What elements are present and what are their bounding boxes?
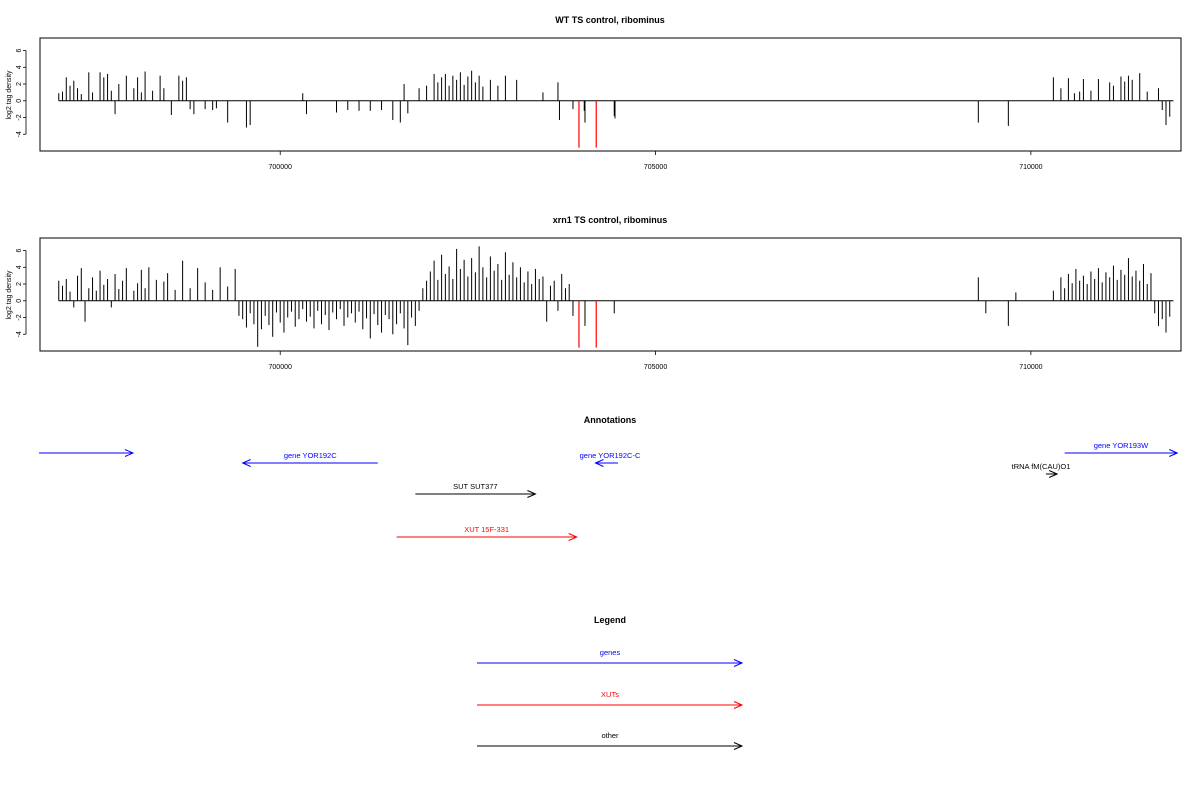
legend-entry: XUTs (477, 690, 744, 709)
x-tick-label: 710000 (1019, 364, 1042, 371)
wt-y-axis-label: log2 tag density (6, 70, 13, 120)
annotations-panel: Annotations gene YOR192C gene YOR192C-Cge… (39, 415, 1179, 541)
xrn1-y-axis-label: log2 tag density (6, 270, 13, 320)
wt-track-title: WT TS control, ribominus (555, 15, 665, 25)
x-tick-label: 710000 (1019, 164, 1042, 171)
annotation-feature: gene YOR192C-C (580, 451, 641, 467)
wt-track-panel: WT TS control, ribominus log2 tag densit… (6, 15, 1182, 171)
y-tick-label: -2 (16, 114, 23, 120)
x-tick-label: 705000 (644, 364, 667, 371)
legend-label: XUTs (601, 690, 619, 699)
annotation-label: gene YOR192C-C (580, 451, 641, 460)
y-tick-label: 2 (16, 282, 23, 286)
wt-y-axis: -4 -2 0 2 4 6 (16, 49, 27, 137)
y-tick-label: -4 (16, 331, 23, 337)
wt-x-axis: 700000 705000 710000 (269, 151, 1043, 171)
annotation-label: XUT 15F-331 (464, 525, 509, 534)
xrn1-x-axis: 700000 705000 710000 (269, 351, 1043, 371)
legend-entry: other (477, 731, 744, 750)
xrn1-track-panel: xrn1 TS control, ribominus log2 tag dens… (6, 215, 1182, 371)
annotation-arrow-arrowhead (241, 459, 251, 467)
legend-arrow-arrowhead (733, 659, 744, 667)
legend-arrow-arrowhead (733, 742, 744, 750)
annotation-arrow-arrowhead (1169, 449, 1179, 457)
xrn1-plot-frame (39, 237, 1182, 352)
legend-entry: genes (477, 648, 744, 667)
y-tick-label: -4 (16, 131, 23, 137)
y-tick-label: 0 (16, 99, 23, 103)
legend-panel: Legend genes XUTs other (477, 615, 744, 750)
annotation-label: gene YOR193W (1094, 441, 1149, 450)
y-tick-label: -2 (16, 314, 23, 320)
wt-bars (58, 70, 1174, 148)
x-tick-label: 705000 (644, 164, 667, 171)
xrn1-bars (58, 246, 1174, 348)
y-tick-label: 4 (16, 265, 23, 269)
x-tick-label: 700000 (269, 164, 292, 171)
legend-title: Legend (594, 615, 626, 625)
annotation-feature: gene YOR192C (241, 451, 378, 467)
xrn1-track-title: xrn1 TS control, ribominus (553, 215, 668, 225)
annotation-feature (39, 449, 135, 457)
legend-label: genes (600, 648, 621, 657)
x-tick-label: 700000 (269, 364, 292, 371)
wt-plot-frame (39, 37, 1182, 152)
annotation-label: gene YOR192C (284, 451, 337, 460)
annotation-arrow-arrowhead (568, 533, 578, 541)
annotation-arrow-arrowhead (1048, 470, 1059, 478)
annotation-feature: XUT 15F-331 (396, 525, 578, 541)
legend-entries: genes XUTs other (477, 648, 744, 750)
legend-label: other (601, 731, 619, 740)
y-tick-label: 0 (16, 299, 23, 303)
annotation-feature: gene YOR193W (1064, 441, 1179, 457)
legend-arrow-arrowhead (733, 701, 744, 709)
annotation-arrow-arrowhead (124, 449, 135, 457)
annotation-label: tRNA fM(CAU)O1 (1012, 462, 1071, 471)
annotations-title: Annotations (584, 415, 637, 425)
annotation-label: SUT SUT377 (453, 482, 497, 491)
annotation-feature: SUT SUT377 (415, 482, 537, 498)
y-tick-label: 2 (16, 82, 23, 86)
annotation-arrow-arrowhead (527, 490, 537, 498)
annotation-feature: tRNA fM(CAU)O1 (1012, 462, 1071, 478)
annotation-arrow-arrowhead (594, 459, 604, 467)
y-tick-label: 4 (16, 65, 23, 69)
y-tick-label: 6 (16, 49, 23, 53)
annotation-features: gene YOR192C gene YOR192C-C gene YOR193W tR… (39, 441, 1179, 541)
y-tick-label: 6 (16, 249, 23, 253)
xrn1-y-axis: -4 -2 0 2 4 6 (16, 249, 27, 337)
